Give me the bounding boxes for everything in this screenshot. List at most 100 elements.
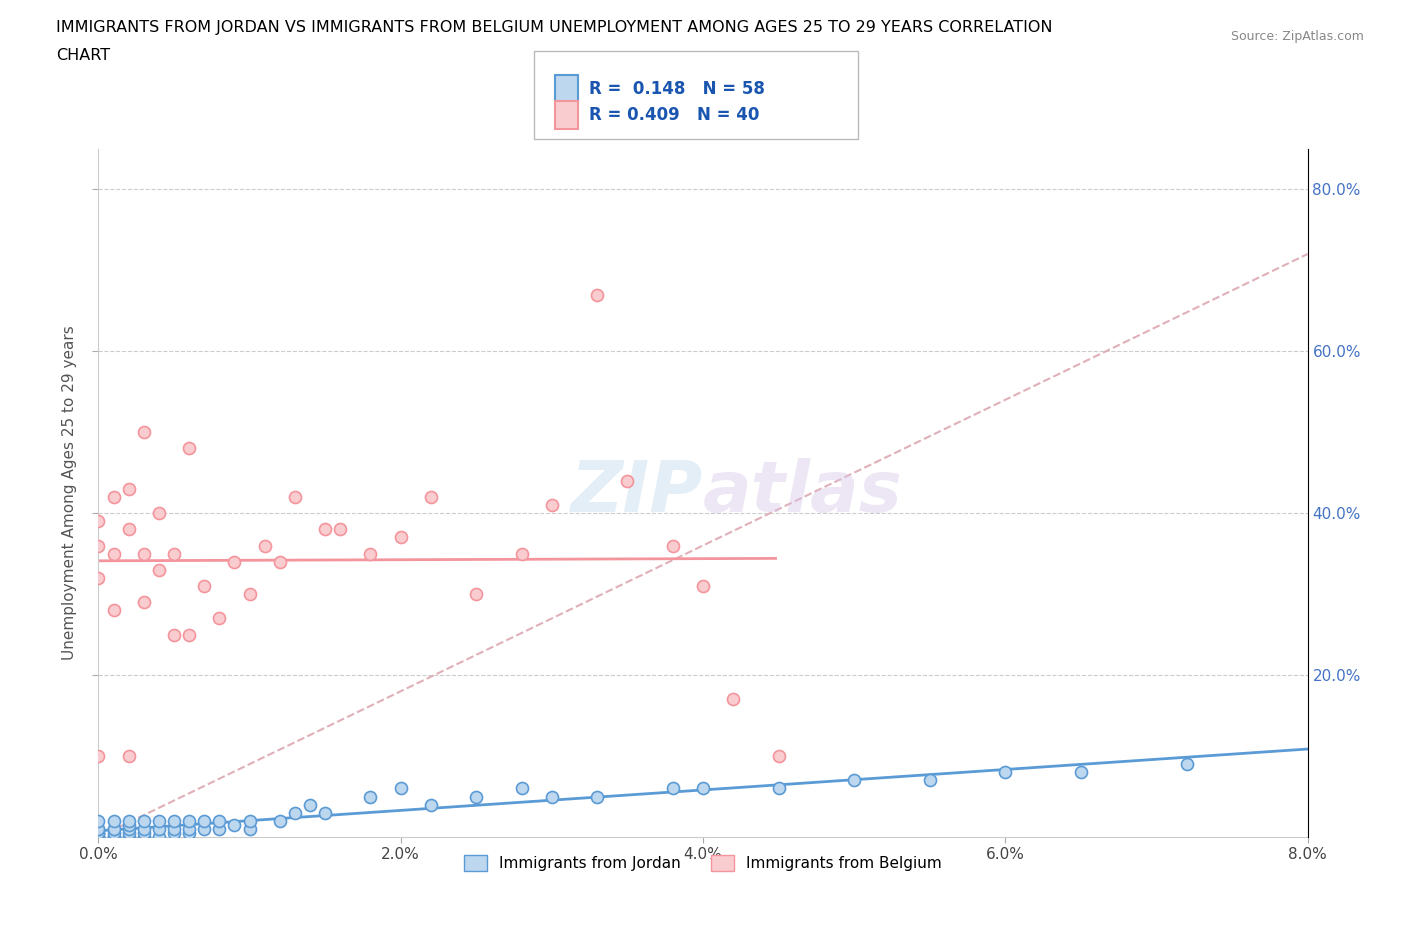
Immigrants from Jordan: [163, 826, 186, 841]
Immigrants from Belgium: [87, 538, 110, 553]
Immigrants from Belgium: [118, 749, 141, 764]
Immigrants from Belgium: [118, 482, 141, 497]
Immigrants from Jordan: [103, 830, 125, 844]
Immigrants from Belgium: [224, 554, 246, 569]
Immigrants from Jordan: [179, 826, 201, 841]
Immigrants from Jordan: [510, 781, 533, 796]
Immigrants from Jordan: [918, 773, 941, 788]
Immigrants from Belgium: [163, 546, 186, 561]
Immigrants from Jordan: [87, 830, 110, 844]
Immigrants from Belgium: [389, 530, 412, 545]
Legend: Immigrants from Jordan, Immigrants from Belgium: Immigrants from Jordan, Immigrants from …: [458, 849, 948, 878]
Immigrants from Jordan: [118, 821, 141, 836]
Text: ZIP: ZIP: [571, 458, 703, 527]
Text: IMMIGRANTS FROM JORDAN VS IMMIGRANTS FROM BELGIUM UNEMPLOYMENT AMONG AGES 25 TO : IMMIGRANTS FROM JORDAN VS IMMIGRANTS FRO…: [56, 20, 1053, 35]
Immigrants from Jordan: [420, 797, 443, 812]
Immigrants from Jordan: [208, 814, 231, 829]
Immigrants from Jordan: [87, 814, 110, 829]
Immigrants from Belgium: [87, 749, 110, 764]
Immigrants from Belgium: [586, 287, 609, 302]
Immigrants from Jordan: [118, 814, 141, 829]
Immigrants from Belgium: [193, 578, 215, 593]
Immigrants from Belgium: [132, 595, 155, 610]
Immigrants from Jordan: [208, 821, 231, 836]
Immigrants from Jordan: [132, 826, 155, 841]
Immigrants from Jordan: [239, 814, 262, 829]
Immigrants from Belgium: [103, 546, 125, 561]
Immigrants from Belgium: [253, 538, 276, 553]
Immigrants from Jordan: [118, 830, 141, 844]
Immigrants from Belgium: [360, 546, 382, 561]
Immigrants from Jordan: [389, 781, 412, 796]
Immigrants from Belgium: [103, 603, 125, 618]
Immigrants from Belgium: [132, 546, 155, 561]
Immigrants from Belgium: [329, 522, 352, 537]
Y-axis label: Unemployment Among Ages 25 to 29 years: Unemployment Among Ages 25 to 29 years: [62, 326, 77, 660]
Immigrants from Jordan: [118, 826, 141, 841]
Text: R = 0.409   N = 40: R = 0.409 N = 40: [589, 106, 759, 124]
Immigrants from Jordan: [692, 781, 714, 796]
Immigrants from Jordan: [844, 773, 866, 788]
Immigrants from Belgium: [239, 587, 262, 602]
Immigrants from Belgium: [148, 506, 170, 521]
Immigrants from Jordan: [269, 814, 291, 829]
Immigrants from Jordan: [163, 821, 186, 836]
Immigrants from Jordan: [132, 821, 155, 836]
Immigrants from Belgium: [132, 425, 155, 440]
Immigrants from Jordan: [1070, 764, 1092, 779]
Immigrants from Jordan: [87, 830, 110, 844]
Immigrants from Belgium: [314, 522, 336, 537]
Immigrants from Belgium: [723, 692, 745, 707]
Immigrants from Jordan: [586, 789, 609, 804]
Immigrants from Jordan: [103, 826, 125, 841]
Text: Source: ZipAtlas.com: Source: ZipAtlas.com: [1230, 30, 1364, 43]
Immigrants from Jordan: [768, 781, 790, 796]
Immigrants from Belgium: [269, 554, 291, 569]
Immigrants from Jordan: [193, 821, 215, 836]
Immigrants from Belgium: [87, 513, 110, 528]
Immigrants from Jordan: [103, 830, 125, 844]
Immigrants from Jordan: [661, 781, 683, 796]
Text: CHART: CHART: [56, 48, 110, 63]
Immigrants from Jordan: [179, 814, 201, 829]
Immigrants from Jordan: [87, 821, 110, 836]
Immigrants from Jordan: [239, 821, 262, 836]
Immigrants from Jordan: [1175, 757, 1198, 772]
Immigrants from Belgium: [420, 489, 443, 504]
Immigrants from Belgium: [208, 611, 231, 626]
Immigrants from Jordan: [87, 821, 110, 836]
Immigrants from Jordan: [103, 821, 125, 836]
Immigrants from Jordan: [314, 805, 336, 820]
Text: atlas: atlas: [703, 458, 903, 527]
Immigrants from Jordan: [299, 797, 322, 812]
Immigrants from Jordan: [540, 789, 562, 804]
Immigrants from Belgium: [465, 587, 488, 602]
Immigrants from Belgium: [768, 749, 790, 764]
Immigrants from Belgium: [148, 563, 170, 578]
Immigrants from Jordan: [284, 805, 307, 820]
Immigrants from Belgium: [118, 522, 141, 537]
Immigrants from Jordan: [132, 830, 155, 844]
Immigrants from Jordan: [87, 826, 110, 841]
Immigrants from Belgium: [616, 473, 638, 488]
Immigrants from Jordan: [163, 814, 186, 829]
Immigrants from Belgium: [284, 489, 307, 504]
Immigrants from Jordan: [148, 830, 170, 844]
Immigrants from Jordan: [994, 764, 1017, 779]
Immigrants from Jordan: [87, 826, 110, 841]
Immigrants from Belgium: [540, 498, 562, 512]
Immigrants from Jordan: [118, 817, 141, 832]
Immigrants from Belgium: [179, 627, 201, 642]
Immigrants from Belgium: [661, 538, 683, 553]
Immigrants from Jordan: [148, 821, 170, 836]
Immigrants from Jordan: [103, 814, 125, 829]
Immigrants from Jordan: [360, 789, 382, 804]
Immigrants from Belgium: [510, 546, 533, 561]
Immigrants from Jordan: [465, 789, 488, 804]
Immigrants from Belgium: [179, 441, 201, 456]
Immigrants from Jordan: [87, 830, 110, 844]
Immigrants from Belgium: [163, 627, 186, 642]
Immigrants from Jordan: [179, 821, 201, 836]
Immigrants from Jordan: [148, 814, 170, 829]
Immigrants from Jordan: [193, 814, 215, 829]
